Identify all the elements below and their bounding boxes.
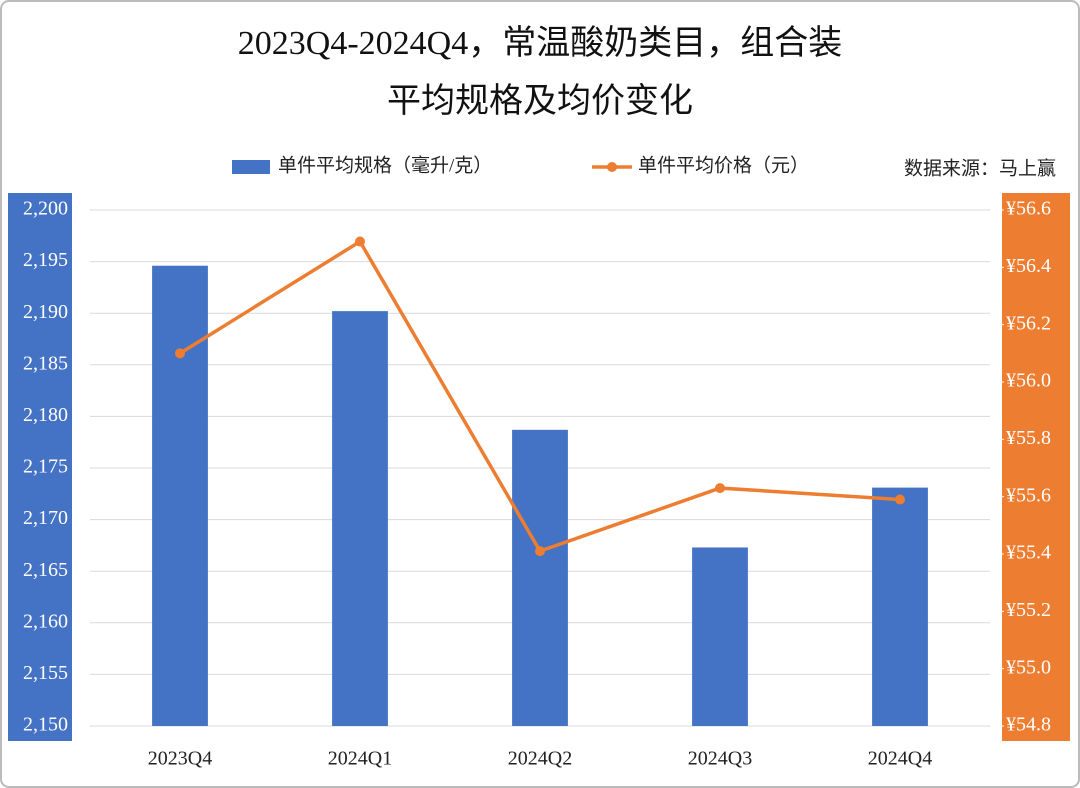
y2-tick-label: ¥55.2 <box>1006 599 1051 621</box>
y-tick-label: 2,170 <box>23 507 68 529</box>
line-point <box>355 236 365 247</box>
right-axis-band <box>1002 193 1070 741</box>
y-tick-label: 2,195 <box>23 249 68 271</box>
y2-tick-label: ¥55.6 <box>1006 484 1051 506</box>
chart-subtitle: 平均规格及均价变化 <box>387 82 693 120</box>
legend-label: 单件平均价格（元） <box>638 154 809 176</box>
x-tick-label: 2024Q1 <box>328 748 392 770</box>
y2-tick-label: ¥54.8 <box>1006 714 1051 736</box>
y2-tick-label: ¥56.0 <box>1006 370 1051 392</box>
line-point <box>535 546 545 557</box>
bar <box>512 429 568 726</box>
bar <box>152 265 208 726</box>
bar <box>332 311 388 726</box>
bar <box>692 547 748 726</box>
y2-tick-label: ¥56.6 <box>1006 198 1051 220</box>
line-point <box>895 494 905 505</box>
legend-swatch <box>607 162 617 172</box>
x-tick-label: 2024Q2 <box>508 748 572 770</box>
y-tick-label: 2,190 <box>23 301 68 323</box>
line-point <box>715 483 725 494</box>
y-tick-label: 2,165 <box>23 559 68 581</box>
y-tick-label: 2,175 <box>23 456 68 478</box>
y2-tick-label: ¥56.4 <box>1006 255 1051 277</box>
x-tick-label: 2024Q4 <box>868 748 932 770</box>
source-note: 数据来源：马上赢 <box>904 157 1056 179</box>
y-tick-label: 2,185 <box>23 352 68 374</box>
y-tick-label: 2,200 <box>23 198 68 220</box>
y-tick-label: 2,155 <box>23 662 68 684</box>
y-tick-label: 2,150 <box>23 714 68 736</box>
y-tick-label: 2,180 <box>23 404 68 426</box>
y2-tick-label: ¥55.4 <box>1006 542 1051 564</box>
x-tick-label: 2023Q4 <box>148 748 212 770</box>
left-axis-band <box>8 193 72 741</box>
x-tick-label: 2024Q3 <box>688 748 752 770</box>
y2-tick-label: ¥55.0 <box>1006 656 1051 678</box>
line-point <box>175 348 185 359</box>
chart-title: 2023Q4-2024Q4，常温酸奶类目，组合装 <box>238 24 842 62</box>
y-tick-label: 2,160 <box>23 610 68 632</box>
y2-tick-label: ¥55.8 <box>1006 427 1051 449</box>
bar <box>872 487 928 726</box>
y2-tick-label: ¥56.2 <box>1006 312 1051 334</box>
legend-swatch <box>232 160 270 174</box>
legend-label: 单件平均规格（毫升/克） <box>278 154 492 176</box>
